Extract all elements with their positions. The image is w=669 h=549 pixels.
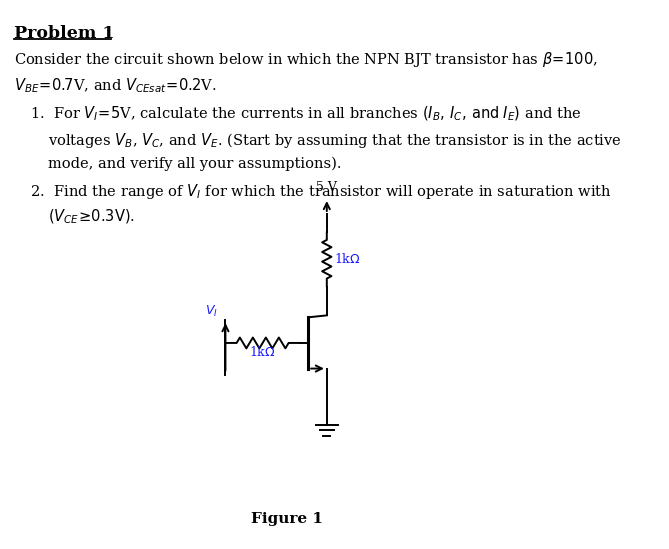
Text: voltages $V_B$, $V_C$, and $V_E$. (Start by assuming that the transistor is in t: voltages $V_B$, $V_C$, and $V_E$. (Start… [48,131,622,150]
Text: mode, and verify all your assumptions).: mode, and verify all your assumptions). [48,157,342,171]
Text: Problem 1: Problem 1 [14,25,115,42]
Text: 5 V: 5 V [316,181,337,194]
Text: 1k$\Omega$: 1k$\Omega$ [334,252,360,266]
Text: $V_{BE}\!=\!0.7$V, and $V_{CEsat}\!=\!0.2$V.: $V_{BE}\!=\!0.7$V, and $V_{CEsat}\!=\!0.… [14,76,217,95]
Text: $\left(V_{CE}\!\geq\!0.3\mathrm{V}\right)$.: $\left(V_{CE}\!\geq\!0.3\mathrm{V}\right… [48,208,135,226]
Text: 1.  For $V_I\!=\!5$V, calculate the currents in all branches $\left(I_B,\,I_C,\,: 1. For $V_I\!=\!5$V, calculate the curre… [29,105,581,123]
Text: $V_I$: $V_I$ [205,304,218,320]
Text: Figure 1: Figure 1 [251,512,322,526]
Text: 1k$\Omega$: 1k$\Omega$ [250,345,276,358]
Text: 2.  Find the range of $V_I$ for which the transistor will operate in saturation : 2. Find the range of $V_I$ for which the… [29,182,611,201]
Text: Consider the circuit shown below in which the NPN BJT transistor has $\beta\!=\!: Consider the circuit shown below in whic… [14,51,598,70]
